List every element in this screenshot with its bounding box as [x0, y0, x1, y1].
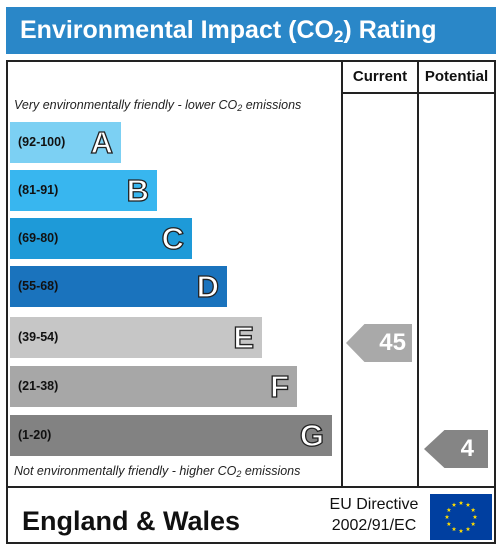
band-d: (55-68) D — [10, 266, 227, 307]
eu-directive: EU Directive 2002/91/EC — [324, 494, 424, 536]
current-rating-value: 45 — [379, 329, 406, 356]
eu-star-icon — [472, 514, 478, 519]
current-rating-arrow: 45 — [346, 324, 412, 362]
band-a: (92-100) A — [10, 122, 121, 163]
eu-flag-icon — [430, 494, 492, 540]
eu-star-icon — [465, 502, 471, 507]
eu-flag-stars — [444, 500, 478, 533]
band-letter: F — [269, 368, 289, 404]
eu-star-icon — [470, 521, 476, 526]
footer-divider — [8, 486, 494, 488]
eu-star-icon — [458, 500, 464, 505]
band-b: (81-91) B — [10, 170, 157, 211]
band-letter: A — [90, 124, 114, 160]
band-letter: B — [126, 172, 150, 208]
region-label: England & Wales — [22, 506, 241, 536]
band-letter: E — [233, 319, 255, 355]
band-letter: D — [196, 268, 220, 304]
eu-star-icon — [446, 507, 452, 512]
top-caption: Very environmentally friendly - lower CO… — [14, 98, 302, 113]
eu-star-icon — [458, 528, 464, 533]
band-range-label: (81-91) — [18, 183, 59, 197]
band-c: (69-80) C — [10, 218, 192, 259]
band-e: (39-54) E — [10, 317, 262, 358]
potential-column-divider — [417, 62, 419, 488]
rating-frame: Current Potential Very environmentally f… — [6, 60, 496, 544]
potential-rating-value: 4 — [460, 435, 474, 462]
eu-star-icon — [444, 514, 450, 519]
title-subscript: 2 — [333, 27, 344, 46]
potential-column-header: Potential — [424, 68, 489, 85]
band-range-label: (1-20) — [18, 428, 52, 442]
page-title: Environmental Impact (CO2) Rating — [6, 7, 496, 54]
band-range-label: (92-100) — [18, 135, 66, 149]
band-letter: G — [299, 417, 324, 453]
title-prefix: Environmental Impact (CO — [20, 16, 334, 44]
column-header-divider — [341, 92, 494, 94]
band-range-label: (39-54) — [18, 330, 59, 344]
eu-star-icon — [470, 507, 476, 512]
band-range-label: (69-80) — [18, 231, 59, 245]
potential-rating-arrow: 4 — [424, 430, 488, 468]
band-range-label: (21-38) — [18, 379, 59, 393]
bottom-caption: Not environmentally friendly - higher CO… — [14, 464, 301, 479]
current-column-divider — [341, 62, 343, 488]
eu-star-icon — [451, 526, 457, 532]
directive-line-2: 2002/91/EC — [331, 517, 417, 534]
band-range-label: (55-68) — [18, 279, 59, 293]
current-column-header: Current — [352, 68, 408, 85]
eu-star-icon — [465, 526, 471, 532]
title-suffix: ) Rating — [343, 16, 437, 44]
band-f: (21-38) F — [10, 366, 297, 407]
band-g: (1-20) G — [10, 415, 332, 456]
directive-line-1: EU Directive — [329, 496, 419, 513]
eu-star-icon — [446, 521, 452, 526]
eu-star-icon — [451, 502, 457, 507]
band-letter: C — [161, 220, 185, 256]
